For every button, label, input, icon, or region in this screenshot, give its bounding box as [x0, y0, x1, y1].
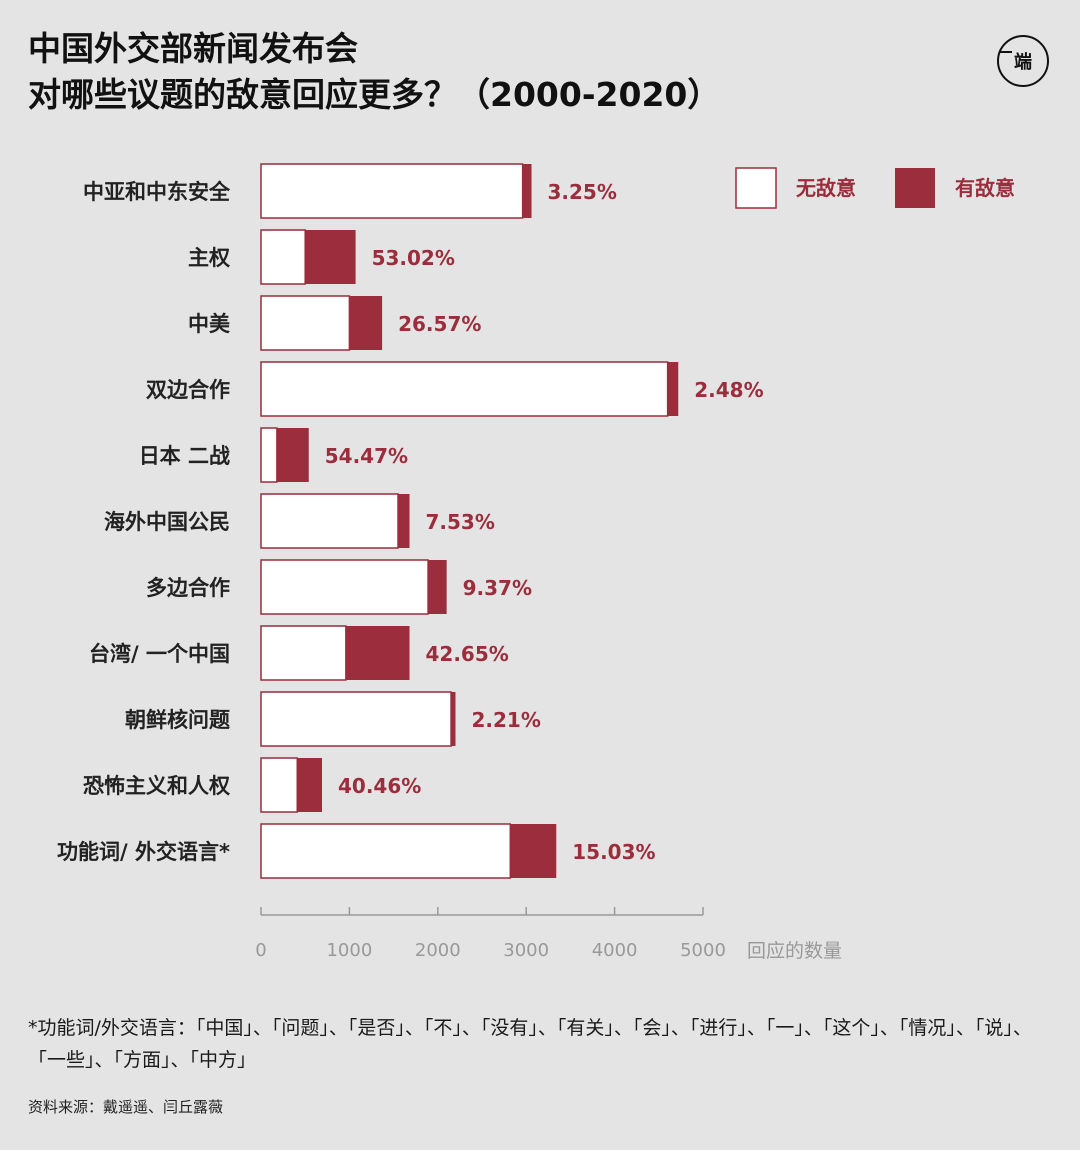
bar-non-hostile	[260, 229, 306, 285]
bar-hostile	[305, 230, 356, 284]
x-tick-label: 4000	[592, 940, 638, 961]
category-label: 中美	[188, 312, 230, 336]
data-label: 40.46%	[338, 774, 421, 798]
data-label: 2.48%	[694, 378, 763, 402]
data-label: 7.53%	[426, 510, 495, 534]
bar-non-hostile	[260, 361, 669, 417]
bar-non-hostile	[260, 823, 512, 879]
category-label: 海外中国公民	[104, 510, 230, 534]
bar-non-hostile	[260, 493, 399, 549]
title-line-2: 对哪些议题的敌意回应更多？（2000-2020）	[28, 75, 721, 114]
data-label: 15.03%	[572, 840, 655, 864]
data-label: 26.57%	[398, 312, 481, 336]
bar-non-hostile	[260, 757, 298, 813]
x-axis-label: 回应的数量	[747, 940, 842, 962]
bar-chart: 中亚和中东安全 3.25% 主权 53.02% 中美 26.57% 双边合作 2.48% 日本 …	[57, 163, 1015, 962]
category-label: 日本 二战	[139, 444, 230, 468]
category-label: 台湾/ 一个中国	[89, 642, 230, 666]
data-label: 54.47%	[325, 444, 408, 468]
legend-label-hostile: 有敌意	[955, 176, 1015, 200]
bar-non-hostile	[260, 427, 278, 483]
x-tick-label: 2000	[415, 940, 461, 961]
bar-hostile	[522, 164, 532, 218]
category-label: 功能词/ 外交语言*	[57, 840, 230, 864]
bar-non-hostile	[260, 559, 429, 615]
bar-hostile	[451, 692, 456, 746]
category-label: 恐怖主义和人权	[83, 774, 230, 798]
bar-non-hostile	[260, 625, 347, 681]
data-label: 9.37%	[463, 576, 532, 600]
data-label: 53.02%	[372, 246, 455, 270]
category-label: 朝鲜核问题	[125, 708, 231, 732]
legend-swatch-non-hostile	[735, 167, 777, 209]
data-label: 2.21%	[471, 708, 540, 732]
x-tick-label: 0	[255, 940, 266, 961]
bar-hostile	[276, 428, 309, 482]
x-tick-label: 5000	[680, 940, 726, 961]
bar-hostile	[398, 494, 410, 548]
category-label: 主权	[188, 246, 230, 270]
data-label: 3.25%	[548, 180, 617, 204]
bar-non-hostile	[260, 295, 351, 351]
data-label: 42.65%	[426, 642, 509, 666]
x-tick-label: 1000	[326, 940, 372, 961]
logo-text: 端	[1014, 52, 1032, 73]
x-tick-label: 3000	[503, 940, 549, 961]
bar-hostile	[349, 296, 383, 350]
bar-hostile	[428, 560, 447, 614]
footnote: *功能词/外交语言：「中国」、「问题」、「是否」、「不」、「没有」、「有关」、「…	[28, 1017, 1032, 1071]
bar-hostile	[667, 362, 679, 416]
bar-non-hostile	[260, 163, 524, 219]
bar-hostile	[297, 758, 322, 812]
bar-hostile	[345, 626, 410, 680]
legend-label-non-hostile: 无敌意	[796, 176, 856, 200]
category-label: 中亚和中东安全	[83, 180, 231, 204]
logo-icon: 端	[997, 35, 1049, 87]
category-label: 多边合作	[146, 576, 230, 600]
category-label: 双边合作	[146, 378, 230, 402]
source-note: 资料来源：戴遥遥、闫丘露薇	[28, 1098, 224, 1116]
bar-hostile	[510, 824, 557, 878]
title-line-1: 中国外交部新闻发布会	[28, 29, 358, 68]
chart-title: 中国外交部新闻发布会 对哪些议题的敌意回应更多？（2000-2020）	[28, 26, 720, 118]
bar-non-hostile	[260, 691, 452, 747]
legend-swatch-hostile	[895, 168, 935, 208]
